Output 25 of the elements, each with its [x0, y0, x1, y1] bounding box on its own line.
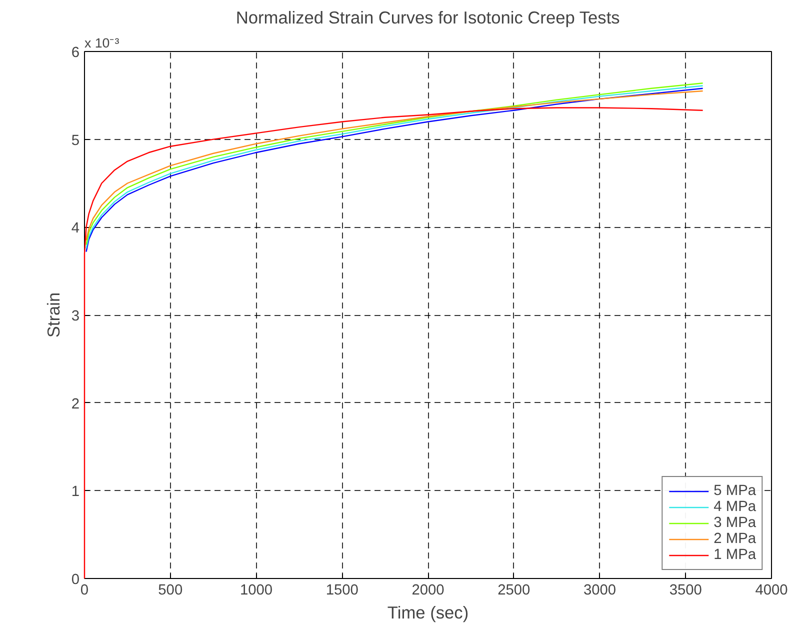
x-tick-label: 2000 — [412, 582, 444, 598]
chart-title: Normalized Strain Curves for Isotonic Creep Tests — [236, 8, 620, 28]
text: x 10⁻³ — [84, 36, 120, 50]
legend-label: 5 MPa — [714, 483, 756, 499]
x-tick-label: 3500 — [669, 582, 702, 598]
y-tick-label: 2 — [71, 396, 80, 412]
y-tick-label: 3 — [71, 308, 80, 324]
y-tick-label: 6 — [71, 45, 80, 61]
x-tick-label: 3000 — [583, 582, 616, 598]
x-tick-label: 500 — [158, 582, 183, 598]
legend-label: 3 MPa — [714, 515, 756, 531]
y-tick-label: 4 — [71, 220, 80, 237]
y-tick-label: 5 — [71, 132, 80, 149]
x-tick-label: 1000 — [240, 582, 273, 598]
x-tick-label: 2500 — [498, 582, 530, 598]
legend-label: 1 MPa — [714, 547, 756, 563]
legend-label: 4 MPa — [714, 499, 756, 515]
y-axis-title: Strain — [43, 292, 64, 338]
x-tick-label: 1500 — [326, 582, 358, 598]
legend-label: 2 MPa — [714, 531, 756, 547]
x-axis-title: Time (sec) — [387, 602, 469, 622]
x-tick-label: 4000 — [755, 582, 788, 598]
y-tick-label: 1 — [71, 484, 80, 500]
y-tick-label: 0 — [71, 572, 80, 588]
line-series — [84, 107, 704, 580]
